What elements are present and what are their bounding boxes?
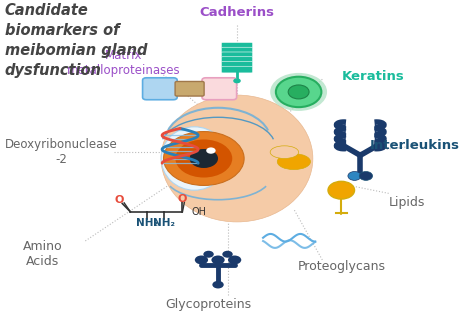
FancyBboxPatch shape bbox=[221, 42, 253, 49]
FancyBboxPatch shape bbox=[221, 61, 253, 68]
Ellipse shape bbox=[161, 95, 313, 222]
Circle shape bbox=[233, 78, 241, 83]
Text: Interleukins: Interleukins bbox=[370, 139, 460, 152]
Ellipse shape bbox=[277, 154, 310, 170]
FancyBboxPatch shape bbox=[175, 81, 204, 96]
Circle shape bbox=[164, 132, 244, 185]
Circle shape bbox=[348, 171, 361, 180]
FancyBboxPatch shape bbox=[221, 57, 253, 63]
Circle shape bbox=[288, 85, 309, 99]
Text: O: O bbox=[178, 194, 187, 204]
Circle shape bbox=[195, 256, 208, 264]
Text: NH₂: NH₂ bbox=[136, 217, 158, 228]
Circle shape bbox=[276, 77, 321, 107]
Text: O: O bbox=[115, 195, 124, 205]
Circle shape bbox=[270, 73, 327, 111]
Circle shape bbox=[175, 139, 232, 178]
Circle shape bbox=[211, 256, 225, 264]
FancyBboxPatch shape bbox=[202, 78, 237, 100]
Circle shape bbox=[206, 147, 216, 154]
Text: Candidate
biomarkers of
meibomian gland
dysfunction: Candidate biomarkers of meibomian gland … bbox=[5, 3, 147, 78]
Circle shape bbox=[222, 251, 233, 258]
FancyBboxPatch shape bbox=[221, 66, 253, 73]
FancyBboxPatch shape bbox=[221, 47, 253, 54]
Circle shape bbox=[203, 251, 214, 258]
Text: Matrix
metalloproteinases: Matrix metalloproteinases bbox=[66, 49, 180, 77]
Text: Cadherins: Cadherins bbox=[200, 6, 274, 19]
FancyBboxPatch shape bbox=[143, 78, 177, 100]
Ellipse shape bbox=[161, 127, 228, 190]
Ellipse shape bbox=[270, 146, 299, 158]
Text: Keratins: Keratins bbox=[341, 69, 404, 83]
Text: Lipids: Lipids bbox=[389, 196, 425, 210]
Text: Deoxyribonuclease
-2: Deoxyribonuclease -2 bbox=[5, 138, 118, 166]
Circle shape bbox=[359, 171, 373, 180]
Text: Proteoglycans: Proteoglycans bbox=[297, 260, 385, 273]
Circle shape bbox=[190, 149, 218, 168]
FancyBboxPatch shape bbox=[221, 52, 253, 59]
Text: NH₂: NH₂ bbox=[153, 217, 174, 228]
Circle shape bbox=[212, 281, 224, 288]
Text: OH: OH bbox=[191, 207, 206, 217]
Circle shape bbox=[228, 256, 241, 264]
Text: Glycoproteins: Glycoproteins bbox=[165, 298, 252, 311]
Text: Amino
Acids: Amino Acids bbox=[23, 240, 63, 268]
Circle shape bbox=[328, 181, 355, 199]
